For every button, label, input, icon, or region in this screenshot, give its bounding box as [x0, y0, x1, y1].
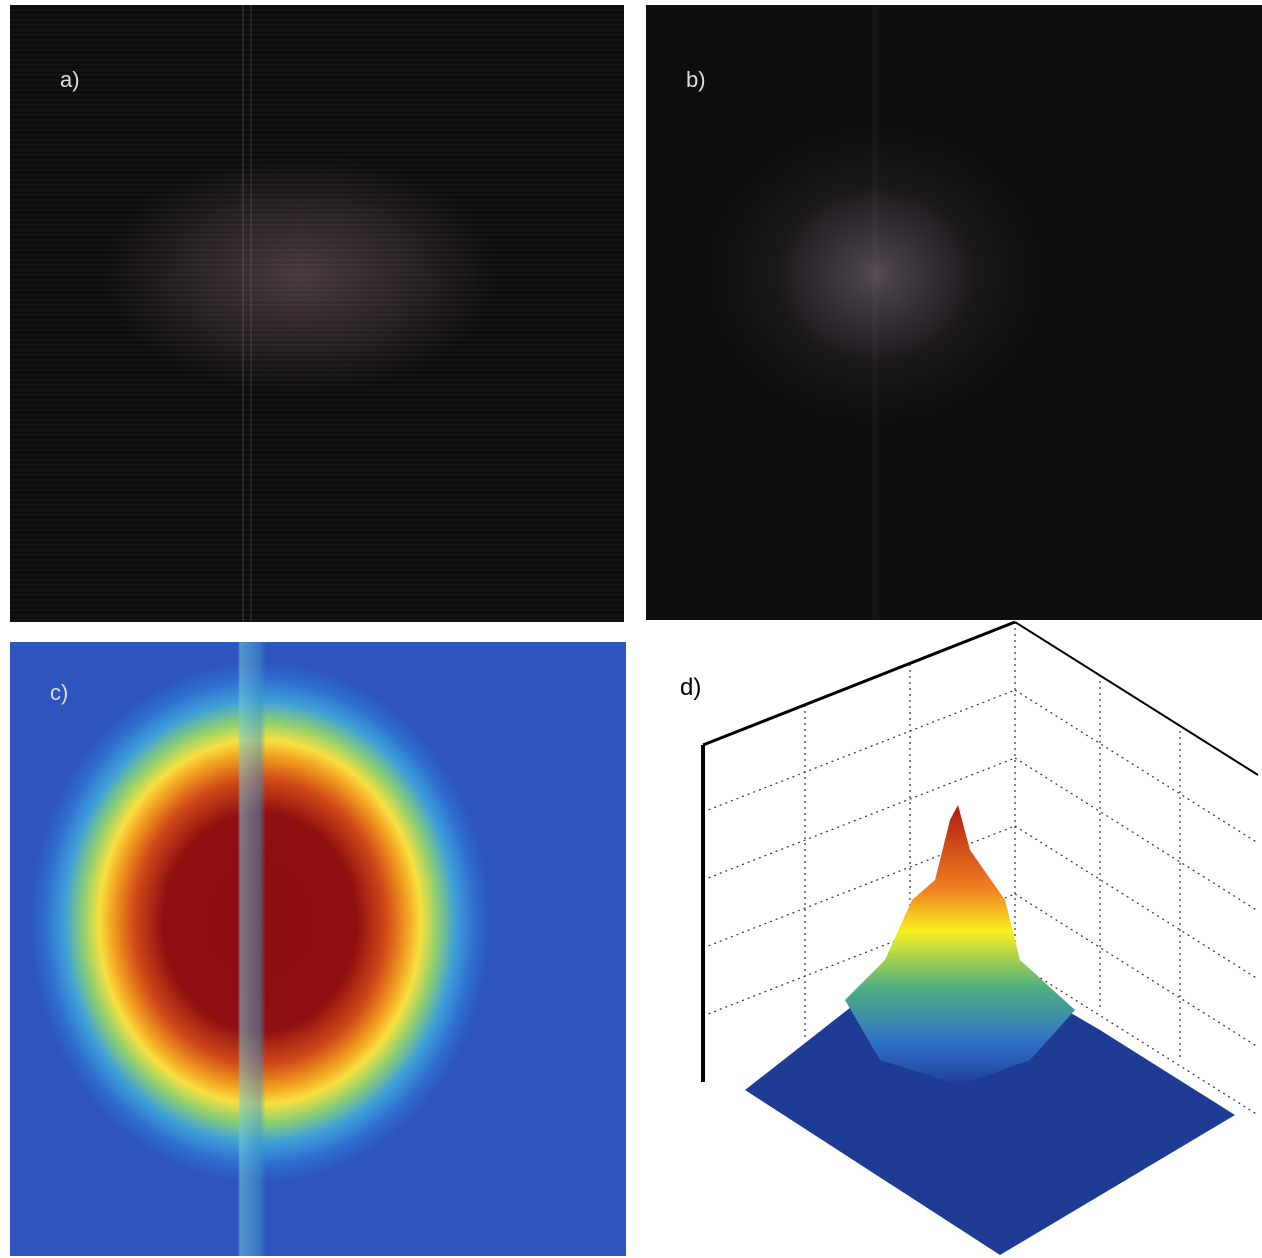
- axis-edge: [703, 622, 1015, 745]
- surface-peak: [845, 805, 1075, 1085]
- panel-label: d): [680, 674, 701, 701]
- surface-plot: d): [0, 0, 1262, 1258]
- axis-edge: [1015, 622, 1258, 775]
- figure: a) b) c): [0, 0, 1262, 1258]
